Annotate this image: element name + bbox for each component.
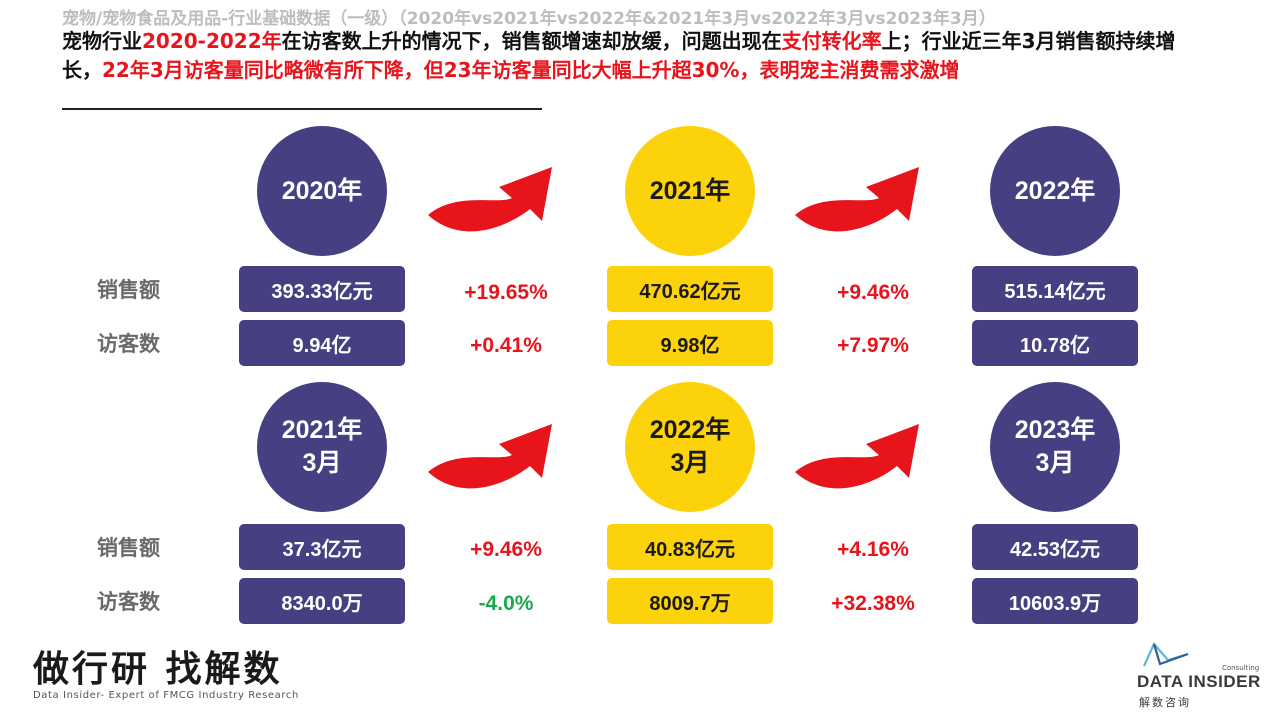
visitors-value-2022-03: 8009.7万	[607, 578, 773, 624]
page-breadcrumb: 宠物/宠物食品及用品-行业基础数据（一级）（2020年vs2021年vs2022…	[62, 9, 996, 29]
sales-growth-2021: +19.65%	[464, 281, 548, 304]
period-circle-2023-03: 2023年 3月	[990, 382, 1120, 512]
footer-slogan: 做行研 找解数	[33, 648, 283, 690]
logo-consulting-text: Consulting	[1222, 664, 1260, 672]
headline-underline	[62, 108, 542, 110]
year-circle-2022: 2022年	[990, 126, 1120, 256]
visitors-value-2021: 9.98亿	[607, 320, 773, 366]
growth-arrow-icon	[795, 424, 919, 489]
sales-growth-2023-03: +4.16%	[837, 538, 909, 561]
sales-growth-2022-03: +9.46%	[470, 538, 542, 561]
headline-summary: 宠物行业2020-2022年在访客数上升的情况下，销售额增速却放缓，问题出现在支…	[62, 27, 1182, 85]
visitor-growth-2022-03: -4.0%	[478, 592, 534, 615]
period-circle-2022-03: 2022年 3月	[625, 382, 755, 512]
headline-part-2: 2020-2022年	[142, 29, 282, 53]
visitors-value-2020: 9.94亿	[239, 320, 405, 366]
visitor-growth-2021: +0.41%	[470, 334, 542, 357]
sales-value-2020: 393.33亿元	[239, 266, 405, 312]
growth-arrow-icon	[795, 167, 919, 232]
headline-part-4: 支付转化率	[781, 29, 882, 53]
sales-value-2022: 515.14亿元	[972, 266, 1138, 312]
logo-brand-chinese: 解数咨询	[1139, 696, 1191, 709]
sales-growth-2022: +9.46%	[837, 281, 909, 304]
growth-arrow-icon	[428, 424, 552, 489]
headline-part-3: 在访客数上升的情况下，销售额增速却放缓，问题出现在	[281, 29, 782, 53]
footer-slogan-subtitle: Data Insider- Expert of FMCG Industry Re…	[33, 690, 299, 701]
sales-value-2022-03: 40.83亿元	[607, 524, 773, 570]
headline-part-5: 上；行业近三年3月销售额持续增长，	[62, 29, 1176, 82]
sales-value-2021-03: 37.3亿元	[239, 524, 405, 570]
year-circle-2020: 2020年	[257, 126, 387, 256]
visitors-value-2022: 10.78亿	[972, 320, 1138, 366]
data-insider-logo-icon	[1142, 641, 1189, 667]
visitors-value-2023-03: 10603.9万	[972, 578, 1138, 624]
headline-part-6: 22年3月访客量同比略微有所下降，但23年访客量同比大幅上升超30%，表明宠主消…	[102, 58, 960, 82]
period-circle-2021-03: 2021年 3月	[257, 382, 387, 512]
visitors-value-2021-03: 8340.0万	[239, 578, 405, 624]
row-label-sales: 销售额	[97, 536, 160, 560]
sales-value-2021: 470.62亿元	[607, 266, 773, 312]
visitor-growth-2022: +7.97%	[837, 334, 909, 357]
row-label-visitors: 访客数	[97, 332, 160, 356]
logo-brand-name: DATA INSIDER	[1137, 672, 1261, 691]
sales-value-2023-03: 42.53亿元	[972, 524, 1138, 570]
row-label-visitors: 访客数	[97, 590, 160, 614]
growth-arrow-icon	[428, 167, 552, 232]
headline-part-1: 宠物行业	[62, 29, 142, 53]
visitor-growth-2023-03: +32.38%	[831, 592, 915, 615]
year-circle-2021: 2021年	[625, 126, 755, 256]
row-label-sales: 销售额	[97, 278, 160, 302]
